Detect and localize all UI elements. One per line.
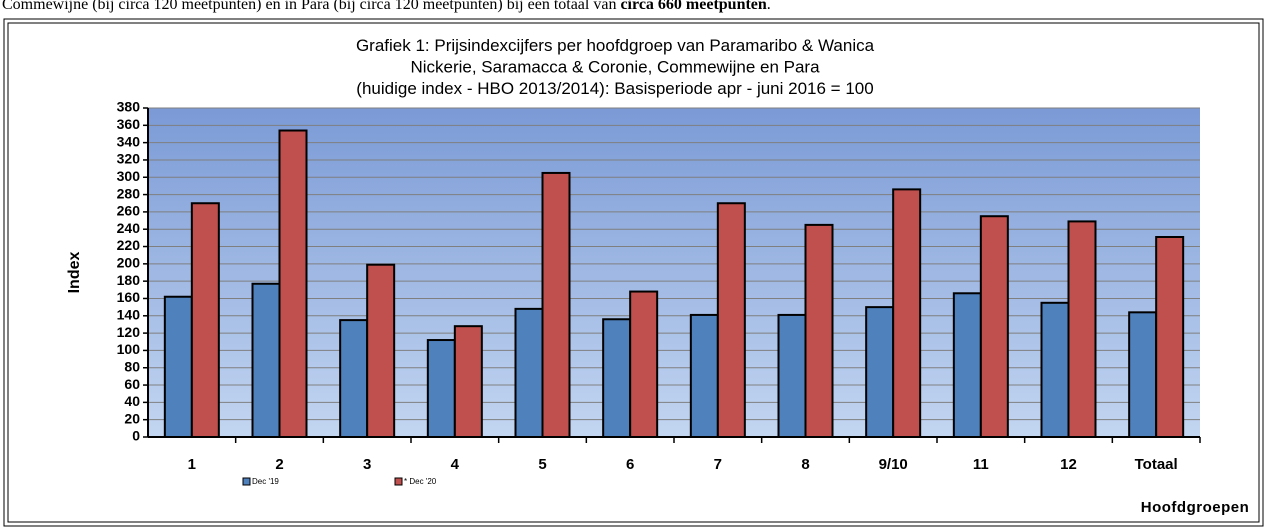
y-tick-label: 100 [117,341,141,357]
y-tick-label: 180 [117,272,141,288]
bar [453,325,483,439]
bar [777,313,807,438]
bar [278,129,308,438]
y-tick-label: 260 [117,203,141,219]
x-tick-label: 2 [275,456,283,473]
bar [979,215,1009,438]
bar [952,292,982,439]
y-tick-label: 320 [117,151,141,167]
caption-text: Commewijne (bij circa 120 meetpunten) en… [2,0,620,13]
bar [1040,301,1070,439]
bar [541,171,571,438]
bar [689,313,719,438]
caption-end: . [767,0,771,13]
y-tick-label: 20 [124,410,140,426]
bar [716,202,746,438]
x-axis-label: Hoofdgroepen [1141,499,1250,516]
x-tick-label: 9/10 [879,456,908,473]
legend-swatch [394,477,403,486]
legend-swatch [242,477,251,486]
bar [1128,311,1158,439]
y-tick-label: 80 [124,358,140,374]
x-tick-label: 12 [1060,456,1077,473]
bar [339,319,369,438]
x-tick-label: 7 [714,456,722,473]
x-tick-label: 6 [626,456,634,473]
chart-title: Nickerie, Saramacca & Coronie, Commewijn… [410,58,820,77]
bar [602,318,632,438]
x-tick-label: 11 [973,456,989,473]
plot-area [148,108,1200,437]
bar [366,263,396,438]
legend-label: * Dec '20 [404,477,437,486]
caption: Commewijne (bij circa 120 meetpunten) en… [2,0,771,13]
legend-label: Dec '19 [252,477,279,486]
caption-bold: circa 660 meetpunten [620,0,766,13]
y-tick-label: 40 [124,393,140,409]
bar [804,223,834,438]
y-tick-label: 380 [117,99,141,115]
y-axis-label: Index [66,252,83,294]
bar [1067,220,1097,438]
chart-title: Grafiek 1: Prijsindexcijfers per hoofdgr… [356,36,875,55]
bar [1155,236,1185,438]
y-tick-label: 140 [117,306,141,322]
y-tick-label: 340 [117,133,141,149]
y-tick-label: 120 [117,324,141,340]
y-tick-label: 200 [117,255,141,271]
y-tick-label: 160 [117,289,141,305]
bar [892,188,922,438]
y-tick-label: 0 [132,428,140,444]
x-tick-label: 8 [801,456,809,473]
y-tick-label: 300 [117,168,141,184]
x-tick-label: Totaal [1135,456,1178,473]
bar [865,306,895,439]
bar [251,282,281,438]
x-tick-label: 1 [188,456,196,473]
bar [190,202,220,438]
bar [426,339,456,439]
y-tick-label: 60 [124,376,140,392]
y-tick-label: 280 [117,185,141,201]
y-tick-label: 220 [117,237,141,253]
x-tick-label: 3 [363,456,371,473]
bar [629,290,659,438]
chart: Grafiek 1: Prijsindexcijfers per hoofdgr… [66,36,1249,516]
x-tick-label: 4 [451,456,460,473]
y-tick-label: 360 [117,116,141,132]
chart-title: (huidige index - HBO 2013/2014): Basispe… [356,79,873,98]
x-tick-label: 5 [538,456,546,473]
frame-outer [3,18,1264,527]
y-tick-label: 240 [117,220,141,236]
bar [514,307,544,438]
bar [163,295,193,438]
